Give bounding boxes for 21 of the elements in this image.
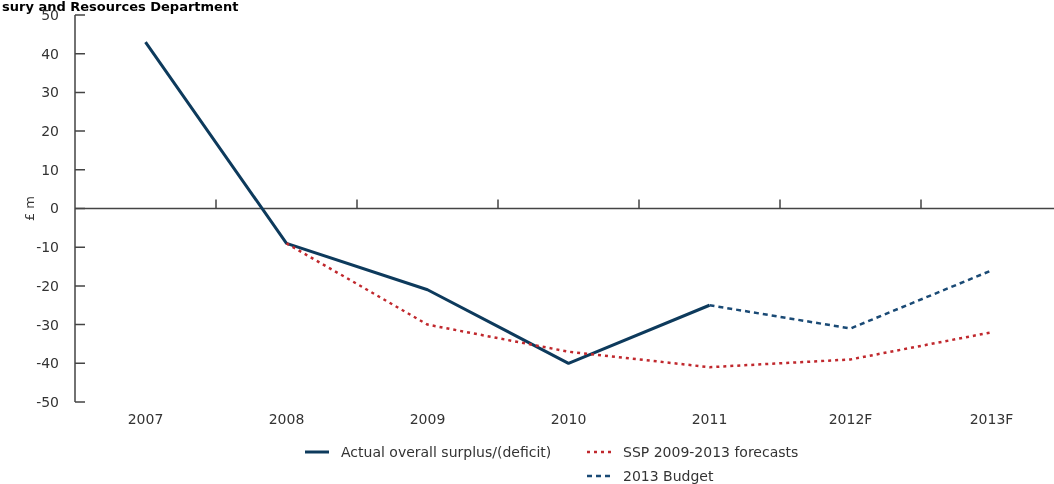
y-tick-label: -40 <box>36 355 59 372</box>
y-tick-label: 10 <box>41 161 59 178</box>
x-tick-label: 2011 <box>691 411 728 427</box>
legend-label: Actual overall surplus/(deficit) <box>341 443 552 460</box>
x-tick-label: 2007 <box>127 411 164 427</box>
y-tick-label: -50 <box>36 393 59 410</box>
legend-label: 2013 Budget <box>623 467 714 484</box>
y-tick-label: 30 <box>41 84 59 101</box>
x-tick-label: 2008 <box>268 411 305 427</box>
legend-label: SSP 2009-2013 forecasts <box>623 443 799 460</box>
x-tick-label: 2012F <box>828 411 873 427</box>
x-tick-label: 2009 <box>409 411 446 427</box>
y-tick-label: -10 <box>36 239 59 256</box>
x-tick-label: 2010 <box>550 411 587 427</box>
y-axis-title: £ m <box>22 195 37 222</box>
x-tick-label: 2013F <box>969 411 1014 427</box>
y-tick-label: -20 <box>36 277 59 294</box>
y-tick-label: 0 <box>50 200 59 217</box>
y-tick-label: 40 <box>41 45 59 62</box>
y-tick-label: -30 <box>36 316 59 333</box>
y-tick-label: 20 <box>41 123 59 139</box>
